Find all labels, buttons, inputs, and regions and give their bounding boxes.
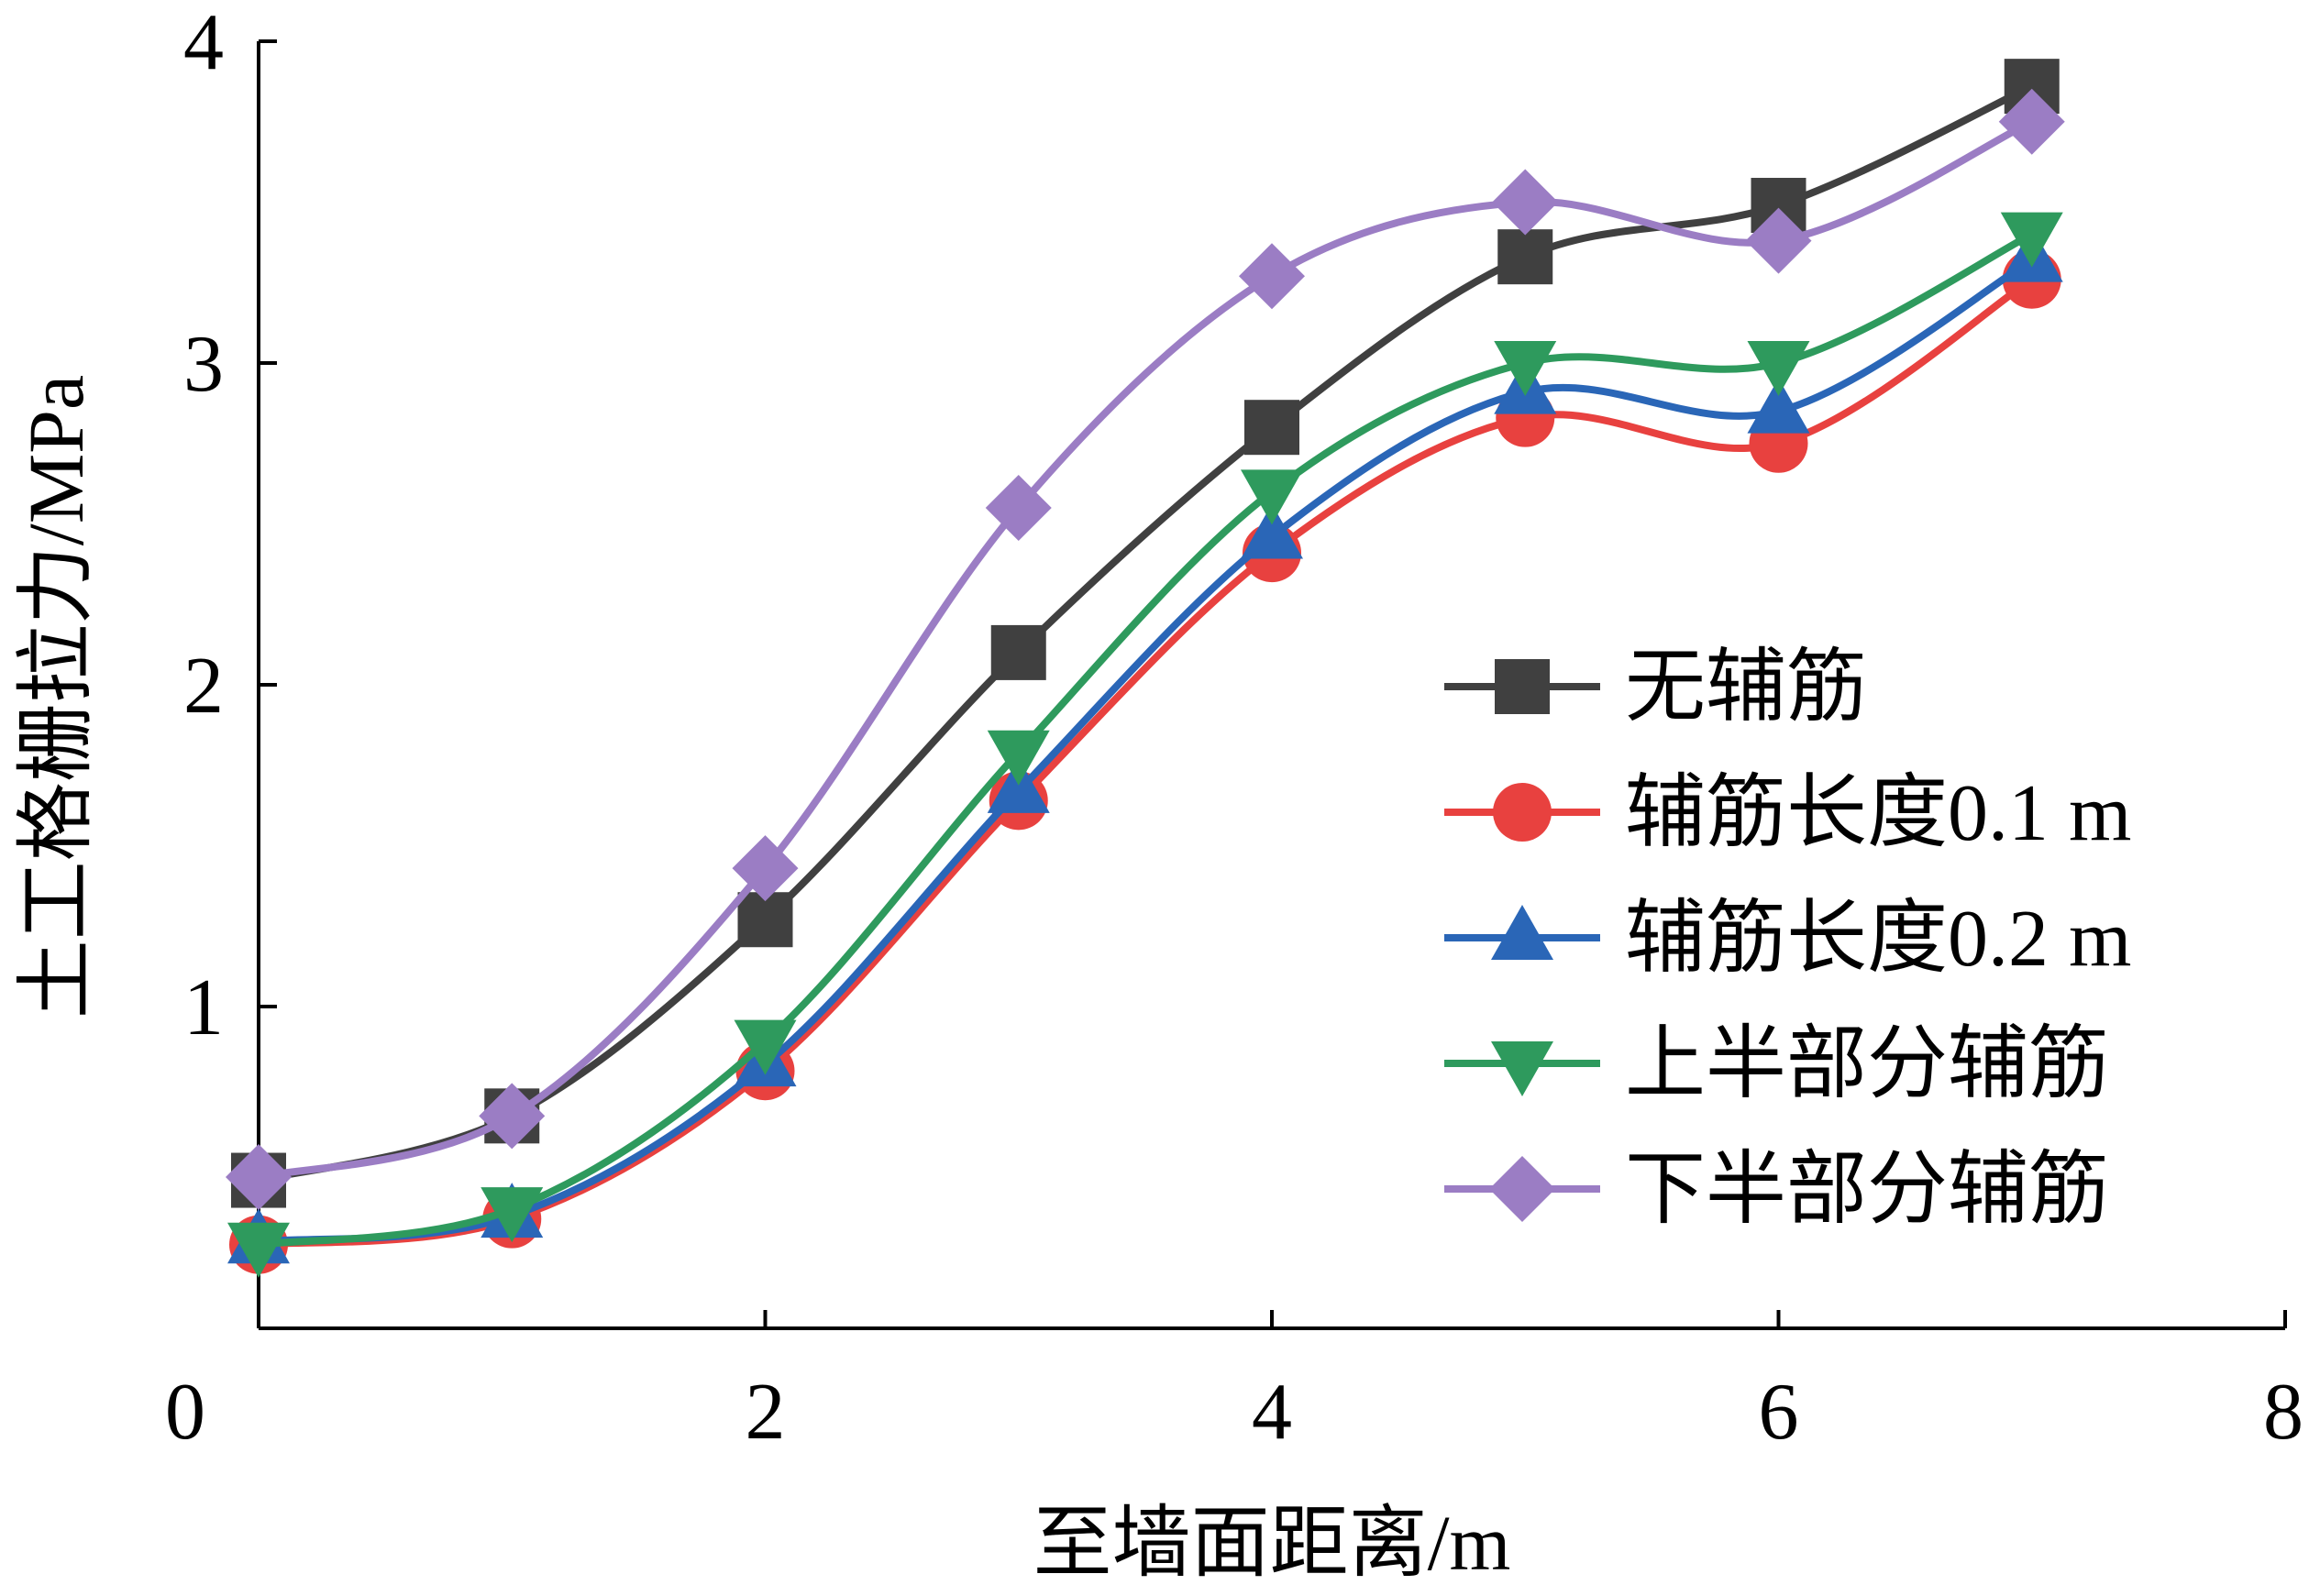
data-point	[1497, 229, 1553, 285]
data-point	[1745, 207, 1812, 274]
x-tick-label: 0	[165, 1368, 205, 1457]
x-tick-label: 2	[746, 1368, 786, 1457]
series-line	[255, 230, 2036, 1249]
legend-marker	[1491, 905, 1553, 960]
series-line	[255, 83, 2036, 1184]
legend-item: 辅筋长度0.2 m	[1444, 895, 2131, 984]
data-point	[2000, 212, 2063, 268]
data-point	[1494, 341, 1557, 396]
data-point	[987, 730, 1050, 786]
data-point	[732, 835, 799, 902]
legend-label: 辅筋长度0.2 m	[1625, 895, 2131, 984]
data-point	[1239, 243, 1305, 310]
data-point	[737, 892, 793, 948]
legend-label: 下半部分辅筋	[1625, 1146, 2109, 1235]
legend-marker	[1489, 1156, 1555, 1222]
y-axis-ticks: 1 2 3 4	[183, 0, 277, 1052]
x-axis-ticks: 0 2 4 6 8	[165, 1310, 2303, 1457]
data-point	[479, 1083, 546, 1150]
legend-label: 无辅筋	[1625, 644, 1867, 732]
data-point	[985, 474, 1052, 541]
legend-item: 下半部分辅筋	[1444, 1146, 2109, 1235]
data-point	[1241, 503, 1303, 559]
data-point	[734, 1019, 797, 1075]
y-axis-title: 土工格栅拉力/MPa	[12, 375, 100, 1018]
legend-label: 辅筋长度0.1 m	[1625, 769, 2131, 858]
data-point	[1747, 341, 1810, 396]
legend-item: 辅筋长度0.1 m	[1444, 769, 2131, 858]
legend-item: 无辅筋	[1444, 644, 1867, 732]
data-point	[1747, 378, 1810, 434]
data-point	[1492, 169, 1559, 236]
legend-marker	[1495, 659, 1550, 714]
y-tick-label: 4	[183, 0, 224, 87]
data-point	[481, 1187, 544, 1243]
x-axis-title: 至墙面距离/m	[1033, 1499, 1511, 1587]
legend-item: 上半部分辅筋	[1444, 1020, 2109, 1109]
y-tick-label: 3	[183, 320, 224, 409]
x-tick-label: 6	[1759, 1368, 1799, 1457]
x-tick-label: 4	[1252, 1368, 1292, 1457]
y-tick-label: 2	[183, 642, 224, 731]
series-line	[255, 256, 2036, 1246]
data-point	[990, 624, 1046, 680]
series-5	[226, 88, 2065, 1211]
data-point	[1241, 469, 1303, 525]
data-point	[226, 1144, 292, 1211]
data-point	[1998, 88, 2065, 155]
series-4	[227, 212, 2063, 1278]
data-point	[227, 1222, 290, 1278]
legend-marker	[1493, 783, 1552, 842]
series-line	[255, 117, 2036, 1182]
axes	[257, 41, 2285, 1330]
legend-marker	[1491, 1041, 1553, 1096]
y-tick-label: 1	[183, 963, 224, 1052]
data-point	[987, 757, 1050, 813]
data-point	[1244, 400, 1299, 456]
x-tick-label: 8	[2263, 1368, 2303, 1457]
series-layer	[226, 59, 2065, 1278]
legend-label: 上半部分辅筋	[1625, 1020, 2109, 1109]
